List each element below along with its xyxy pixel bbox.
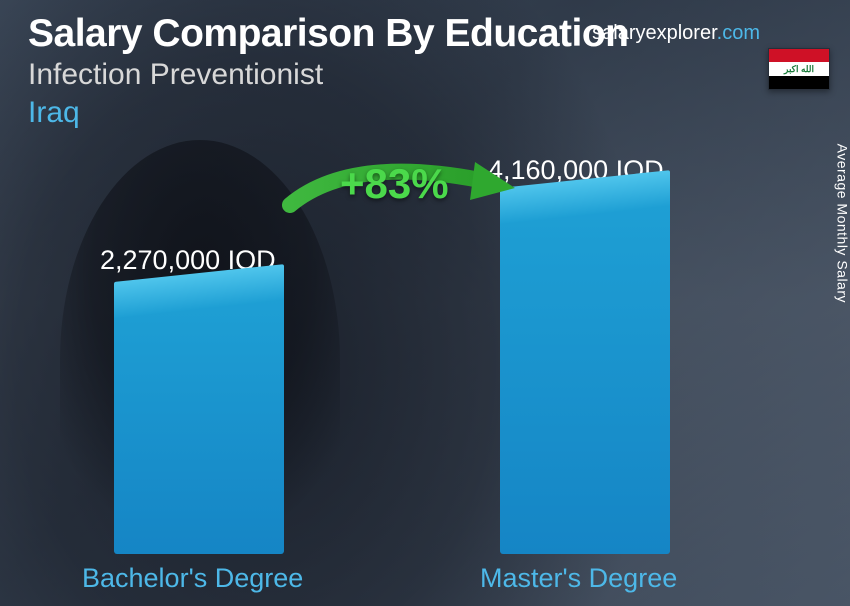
country-label: Iraq [28, 96, 822, 130]
brand-suffix: .com [717, 22, 760, 44]
percent-change-badge: +83% [340, 160, 449, 208]
bar-shape [114, 282, 284, 554]
bar-label-bachelors: Bachelor's Degree [82, 563, 303, 594]
flag-text: الله اكبر [769, 62, 829, 75]
brand-label: salaryexplorer.com [592, 22, 760, 45]
bar-front-face [114, 300, 284, 554]
brand-name: salaryexplorer [592, 22, 717, 44]
country-flag-icon: الله اكبر [768, 48, 830, 90]
y-axis-label: Average Monthly Salary [834, 144, 850, 303]
bar-label-masters: Master's Degree [480, 563, 677, 594]
bar-bachelors [114, 282, 284, 554]
flag-stripe-top [769, 49, 829, 62]
flag-stripe-bot [769, 76, 829, 89]
page-subtitle: Infection Preventionist [28, 58, 822, 92]
bar-shape [500, 188, 670, 554]
bar-masters [500, 188, 670, 554]
bar-front-face [500, 206, 670, 554]
